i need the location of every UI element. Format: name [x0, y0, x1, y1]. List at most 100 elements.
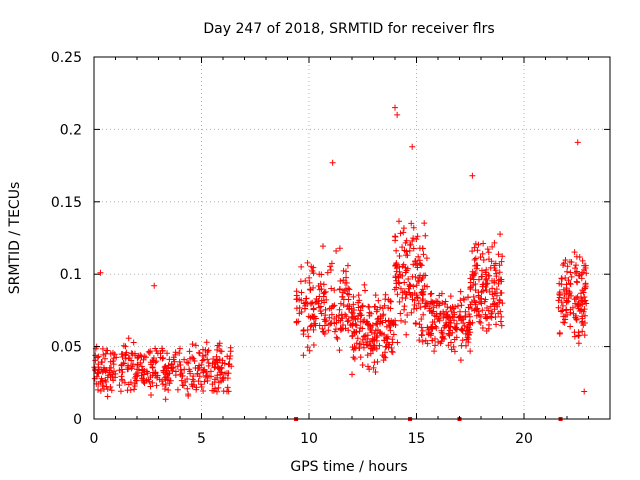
data-point: [414, 277, 421, 284]
data-point: [426, 307, 433, 314]
data-point: [410, 306, 417, 313]
data-point: [392, 274, 399, 281]
data-point: [452, 304, 459, 311]
data-point: [320, 329, 327, 336]
data-point: [331, 287, 338, 294]
data-point: [302, 277, 309, 284]
data-point: [479, 324, 486, 331]
data-point: [387, 322, 394, 329]
data-point: [163, 373, 170, 380]
data-point: [564, 263, 571, 270]
data-point: [138, 353, 145, 360]
data-point: [125, 364, 132, 371]
data-point: [558, 299, 565, 306]
data-point: [340, 301, 347, 308]
data-point: [454, 303, 461, 310]
data-point: [352, 321, 359, 328]
data-point: [467, 320, 474, 327]
data-point: [200, 368, 207, 375]
data-point: [555, 297, 562, 304]
data-point: [146, 378, 153, 385]
data-point: [482, 277, 489, 284]
data-point: [388, 345, 395, 352]
data-point: [467, 348, 474, 355]
data-point: [94, 370, 101, 377]
data-point: [484, 280, 491, 287]
data-point: [336, 347, 343, 354]
data-point: [579, 257, 586, 264]
data-point: [448, 308, 455, 315]
data-point: [394, 291, 401, 298]
data-point: [131, 380, 138, 387]
data-point: [320, 293, 327, 300]
data-point: [462, 330, 469, 337]
data-point: [215, 365, 222, 372]
data-point: [216, 342, 223, 349]
data-point: [558, 308, 565, 315]
data-point: [406, 283, 413, 290]
data-point: [562, 313, 569, 320]
data-point: [344, 262, 351, 269]
data-point: [205, 360, 212, 367]
data-point: [130, 339, 137, 346]
data-point: [116, 367, 123, 374]
data-point: [498, 322, 505, 329]
data-point: [315, 300, 322, 307]
data-point: [409, 143, 416, 150]
data-point: [480, 287, 487, 294]
data-point: [100, 382, 107, 389]
data-point: [465, 332, 472, 339]
data-point: [194, 365, 201, 372]
data-point: [333, 313, 340, 320]
data-point: [320, 281, 327, 288]
data-point: [434, 298, 441, 305]
data-point: [475, 294, 482, 301]
data-point: [338, 311, 345, 318]
data-point: [451, 348, 458, 355]
data-point: [356, 328, 363, 335]
data-point: [495, 280, 502, 287]
data-point: [579, 313, 586, 320]
data-point: [195, 378, 202, 385]
data-point: [193, 384, 200, 391]
data-point: [342, 280, 349, 287]
data-point: [125, 355, 132, 362]
data-point: [325, 327, 332, 334]
data-point: [405, 276, 412, 283]
data-point: [153, 358, 160, 365]
data-point: [333, 319, 340, 326]
data-point: [413, 305, 420, 312]
y-tick-label: 0.05: [51, 340, 82, 356]
data-point: [351, 307, 358, 314]
data-point: [333, 334, 340, 341]
y-axis-label: SRMTID / TECUs: [7, 182, 23, 295]
data-point: [415, 253, 422, 260]
data-point: [567, 309, 574, 316]
data-point: [179, 372, 186, 379]
data-point: [216, 356, 223, 363]
data-point: [95, 353, 102, 360]
data-point: [396, 253, 403, 260]
data-point: [561, 295, 568, 302]
data-point: [393, 268, 400, 275]
data-point: [556, 291, 563, 298]
data-point: [366, 303, 373, 310]
data-point: [328, 260, 335, 267]
data-point: [133, 373, 140, 380]
data-point: [318, 310, 325, 317]
data-point: [373, 345, 380, 352]
data-point: [580, 322, 587, 329]
data-point: [97, 387, 104, 394]
data-point: [402, 269, 409, 276]
data-point: [220, 377, 227, 384]
data-point: [397, 310, 404, 317]
data-point: [560, 319, 567, 326]
data-point: [189, 341, 196, 348]
data-point: [574, 139, 581, 146]
data-point: [200, 369, 207, 376]
data-point: [161, 364, 168, 371]
data-point: [581, 266, 588, 273]
data-point: [355, 292, 362, 299]
data-point: [218, 369, 225, 376]
data-point: [387, 305, 394, 312]
